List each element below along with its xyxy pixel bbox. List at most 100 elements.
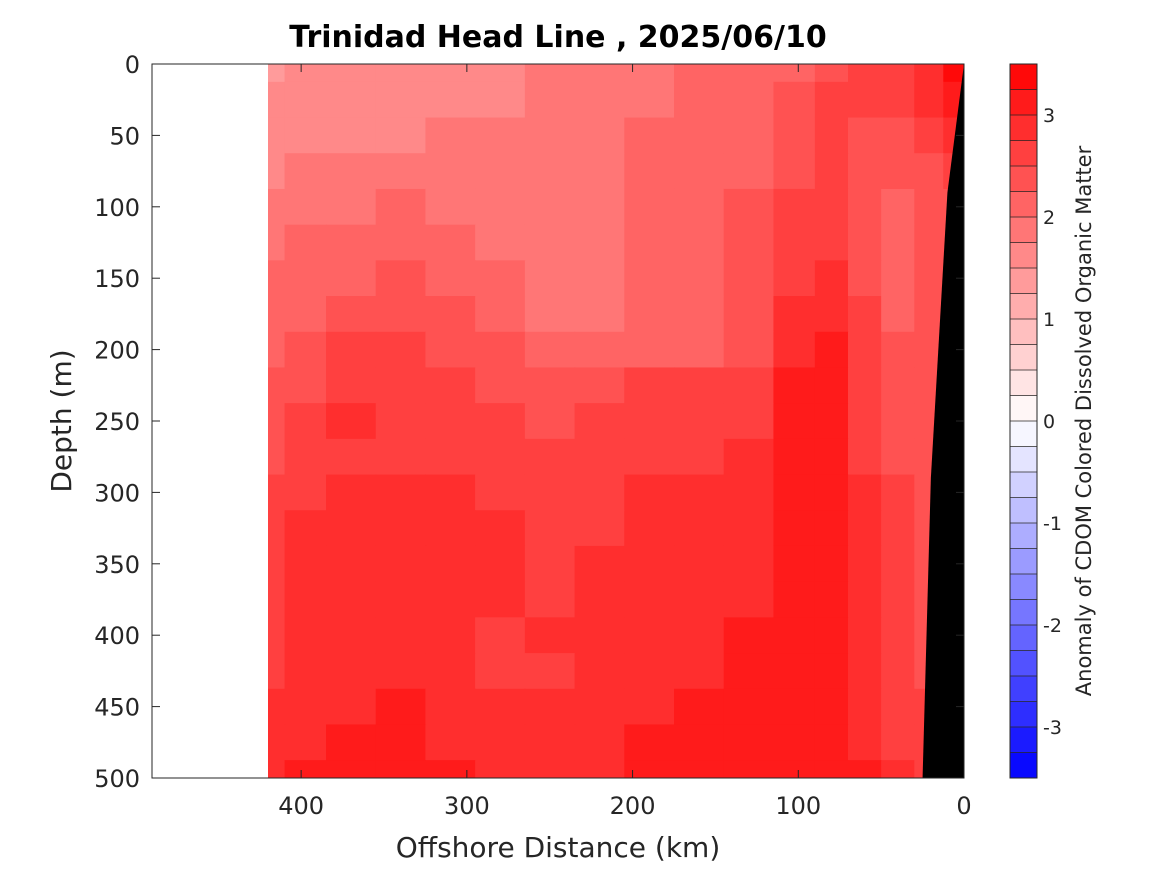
heatmap-cell [814, 117, 849, 154]
heatmap-cell [375, 331, 427, 369]
heatmap-cell [326, 510, 377, 547]
heatmap-cell [375, 474, 427, 511]
heatmap-cell [326, 653, 377, 690]
heatmap-cell [326, 188, 377, 226]
heatmap-cell [375, 188, 427, 226]
heatmap-cell [425, 617, 476, 654]
y-axis: 0 50 100 150 200 250 300 350 400 450 500 [94, 51, 964, 793]
heatmap-cell [326, 81, 377, 119]
x-tick-label: 200 [610, 792, 656, 820]
heatmap-cell [475, 581, 526, 618]
heatmap-cell [268, 117, 286, 154]
heatmap-cell [881, 438, 915, 476]
heatmap-cell [375, 64, 427, 83]
heatmap-cell [814, 474, 849, 511]
heatmap-cell [674, 760, 725, 778]
heatmap-cell [773, 653, 816, 690]
colorbar-segment [1010, 497, 1037, 524]
heatmap-cell [475, 117, 526, 154]
colorbar-segment [1010, 242, 1037, 269]
heatmap-cell [674, 331, 725, 369]
heatmap-cell [773, 260, 816, 297]
heatmap-cell [284, 653, 327, 690]
heatmap-cell [375, 117, 427, 154]
heatmap-cell [814, 153, 849, 190]
heatmap-cell [914, 117, 944, 154]
heatmap-cell [524, 545, 576, 583]
colorbar-segment [1010, 421, 1037, 447]
heatmap-cell [524, 224, 576, 261]
colorbar-frame [1009, 63, 1038, 779]
heatmap-cell [425, 331, 476, 369]
heatmap-cell [624, 581, 675, 618]
x-tick-label: 300 [444, 792, 490, 820]
heatmap-cell [475, 438, 526, 476]
heatmap-cell [326, 617, 377, 654]
heatmap-cell [814, 653, 849, 690]
heatmap-cell [284, 367, 327, 404]
heatmap-cell [814, 188, 849, 226]
colorbar-segment [1010, 625, 1037, 651]
heatmap-cell [624, 510, 675, 547]
heatmap-cell [674, 81, 725, 119]
heatmap-cell [475, 617, 526, 654]
heatmap-cell [268, 260, 286, 297]
heatmap-cell [773, 510, 816, 547]
heatmap-cell [475, 403, 526, 440]
heatmap-cell [814, 617, 849, 654]
heatmap-cell [574, 688, 625, 726]
heatmap-cell [375, 617, 427, 654]
colorbar-segment [1010, 548, 1037, 575]
heatmap-cell [814, 688, 849, 726]
colorbar-tick-label: 2 [1043, 207, 1055, 229]
heatmap-cell [773, 64, 816, 83]
y-tick-label: 150 [94, 265, 140, 293]
heatmap-cell [268, 64, 286, 83]
heatmap-cell [848, 188, 882, 226]
heatmap-cell [814, 724, 849, 761]
heatmap-cell [375, 510, 427, 547]
colorbar-segment [1010, 599, 1037, 626]
heatmap-cell [624, 153, 675, 190]
heatmap-cell [773, 81, 816, 119]
heatmap-cell [624, 474, 675, 511]
colorbar-segment [1010, 752, 1037, 779]
heatmap-cell [524, 117, 576, 154]
heatmap-cell [425, 724, 476, 761]
heatmap-cell [574, 760, 625, 778]
heatmap-cell [284, 617, 327, 654]
heatmap-cell [524, 510, 576, 547]
heatmap-cell [848, 474, 882, 511]
heatmap-cell [425, 188, 476, 226]
colorbar [1010, 64, 1037, 779]
colorbar-segment [1010, 574, 1037, 600]
heatmap-cell [848, 81, 882, 119]
heatmap-cell [723, 688, 775, 726]
heatmap-cell [524, 581, 576, 618]
heatmap-cell [326, 117, 377, 154]
heatmap-cell [425, 64, 476, 83]
heatmap-cell [848, 545, 882, 583]
heatmap-cell [375, 581, 427, 618]
heatmap-cell [814, 581, 849, 618]
heatmap-cell [375, 367, 427, 404]
heatmap-cell [723, 224, 775, 261]
colorbar-segment [1010, 89, 1037, 116]
heatmap-cell [773, 617, 816, 654]
heatmap-cell [284, 224, 327, 261]
colorbar-title: Anomaly of CDOM Colored Dissolved Organi… [1072, 145, 1096, 696]
heatmap-cell [674, 474, 725, 511]
heatmap-cell [624, 438, 675, 476]
heatmap-cells [268, 64, 964, 778]
heatmap-cell [375, 260, 427, 297]
heatmap-cell [723, 474, 775, 511]
heatmap-cell [574, 581, 625, 618]
heatmap-cell [723, 367, 775, 404]
heatmap-cell [375, 224, 427, 261]
heatmap-cell [881, 545, 915, 583]
heatmap-cell [674, 510, 725, 547]
colorbar-segment [1010, 293, 1037, 320]
y-tick-label: 450 [94, 694, 140, 722]
heatmap-cell [475, 81, 526, 119]
colorbar-tick-label: -1 [1043, 513, 1062, 535]
